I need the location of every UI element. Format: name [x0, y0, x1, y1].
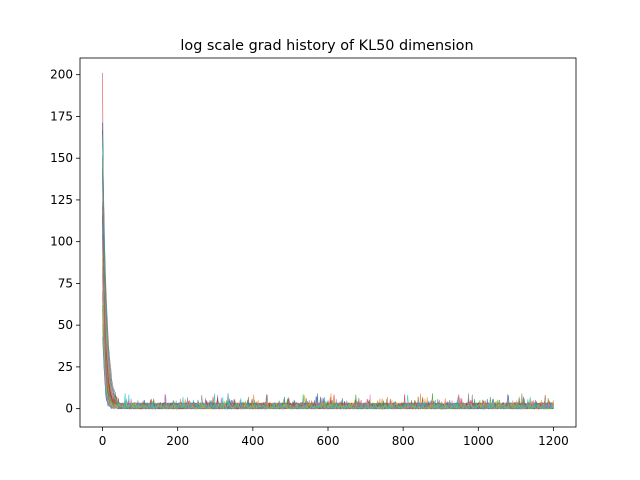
y-tick-label: 125 — [50, 193, 73, 207]
x-axis: 0 200 400 600 800 1000 1200 — [99, 427, 569, 448]
x-tick-label: 0 — [99, 434, 107, 448]
y-tick-label: 0 — [65, 402, 73, 416]
series-lines — [102, 72, 554, 410]
y-tick-label: 75 — [58, 276, 73, 290]
y-tick-label: 25 — [58, 360, 73, 374]
y-tick-label: 50 — [58, 318, 73, 332]
y-tick-label: 200 — [50, 68, 73, 82]
y-axis: 0 25 50 75 100 125 150 175 200 — [50, 68, 80, 416]
x-tick-label: 1200 — [538, 434, 569, 448]
y-tick-label: 100 — [50, 235, 73, 249]
y-tick-label: 175 — [50, 109, 73, 123]
x-tick-label: 200 — [166, 434, 189, 448]
x-tick-label: 400 — [241, 434, 264, 448]
x-tick-label: 1000 — [463, 434, 494, 448]
series-line-49 — [102, 134, 554, 410]
x-tick-label: 800 — [392, 434, 415, 448]
y-tick-label: 150 — [50, 151, 73, 165]
x-tick-label: 600 — [317, 434, 340, 448]
chart-title: log scale grad history of KL50 dimension — [180, 38, 473, 54]
